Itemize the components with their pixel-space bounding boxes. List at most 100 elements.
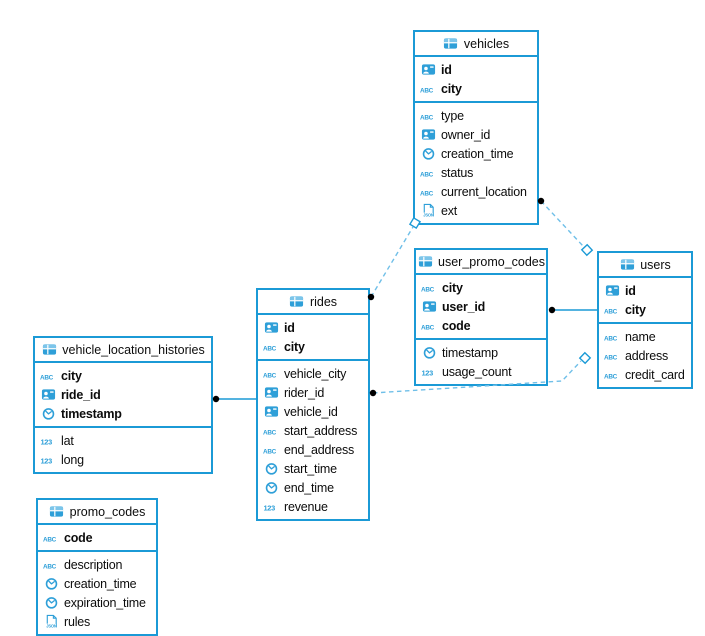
primary-key-row-city[interactable]: ABC city	[599, 300, 691, 319]
number-icon: 123	[40, 433, 56, 449]
table-name: promo_codes	[69, 504, 146, 519]
column-row-start_address[interactable]: ABC start_address	[258, 421, 368, 440]
column-name: rules	[64, 614, 91, 629]
column-row-creation_time[interactable]: creation_time	[38, 574, 156, 593]
column-row-revenue[interactable]: 123 revenue	[258, 497, 368, 516]
primary-key-row-user_id[interactable]: user_id	[416, 297, 546, 316]
column-row-type[interactable]: ABC type	[415, 106, 537, 125]
column-row-name[interactable]: ABC name	[599, 327, 691, 346]
column-name: name	[625, 329, 656, 344]
table-header[interactable]: rides	[258, 290, 368, 315]
column-name: type	[441, 108, 464, 123]
column-name: city	[625, 302, 646, 317]
primary-key-row-city[interactable]: ABC city	[35, 366, 211, 385]
table-icon	[289, 294, 305, 310]
column-row-usage_count[interactable]: 123 usage_count	[416, 362, 546, 381]
column-row-owner_id[interactable]: owner_id	[415, 125, 537, 144]
number-icon: 123	[40, 452, 56, 468]
primary-key-row-id[interactable]: id	[258, 318, 368, 337]
primary-key-row-city[interactable]: ABC city	[416, 278, 546, 297]
svg-text:JSON: JSON	[46, 624, 57, 629]
column-name: usage_count	[442, 364, 512, 379]
table-header[interactable]: users	[599, 253, 691, 278]
column-row-start_time[interactable]: start_time	[258, 459, 368, 478]
column-name: id	[625, 283, 636, 298]
svg-text:ABC: ABC	[43, 536, 57, 543]
table-promo_codes[interactable]: promo_codes ABC code ABC description cre…	[36, 498, 158, 636]
text-icon: ABC	[420, 165, 436, 181]
column-row-timestamp[interactable]: timestamp	[416, 343, 546, 362]
column-name: lat	[61, 433, 74, 448]
primary-key-row-timestamp[interactable]: timestamp	[35, 404, 211, 423]
columns-section: 123 lat 123 long	[35, 428, 211, 472]
column-name: id	[441, 62, 452, 77]
column-row-lat[interactable]: 123 lat	[35, 431, 211, 450]
primary-key-row-city[interactable]: ABC city	[415, 79, 537, 98]
column-row-ext[interactable]: JSON ext	[415, 201, 537, 220]
text-icon: ABC	[263, 366, 279, 382]
table-users[interactable]: users id ABC city ABC name ABC address A…	[597, 251, 693, 389]
column-row-creation_time[interactable]: creation_time	[415, 144, 537, 163]
column-row-expiration_time[interactable]: expiration_time	[38, 593, 156, 612]
column-row-current_location[interactable]: ABC current_location	[415, 182, 537, 201]
primary-key-section: ABC city ride_id timestamp	[35, 363, 211, 428]
primary-key-row-ride_id[interactable]: ride_id	[35, 385, 211, 404]
column-row-end_address[interactable]: ABC end_address	[258, 440, 368, 459]
column-row-description[interactable]: ABC description	[38, 555, 156, 574]
table-rides[interactable]: rides id ABC city ABC vehicle_city rider…	[256, 288, 370, 521]
svg-text:ABC: ABC	[43, 563, 57, 570]
column-name: creation_time	[441, 146, 514, 161]
column-name: long	[61, 452, 84, 467]
timestamp-icon	[43, 595, 59, 611]
primary-key-section: id ABC city	[599, 278, 691, 324]
svg-text:123: 123	[41, 437, 53, 446]
table-icon	[417, 254, 433, 270]
table-header[interactable]: user_promo_codes	[416, 250, 546, 275]
column-name: id	[284, 320, 295, 335]
column-row-long[interactable]: 123 long	[35, 450, 211, 469]
table-header[interactable]: vehicle_location_histories	[35, 338, 211, 363]
timestamp-icon	[43, 576, 59, 592]
column-row-credit_card[interactable]: ABC credit_card	[599, 365, 691, 384]
table-header[interactable]: vehicles	[415, 32, 537, 57]
text-icon: ABC	[604, 302, 620, 318]
columns-section: ABC name ABC address ABC credit_card	[599, 324, 691, 387]
column-row-vehicle_id[interactable]: vehicle_id	[258, 402, 368, 421]
column-name: city	[442, 280, 463, 295]
table-user_promo_codes[interactable]: user_promo_codes ABC city user_id ABC co…	[414, 248, 548, 386]
text-icon: ABC	[43, 557, 59, 573]
svg-text:ABC: ABC	[604, 373, 618, 380]
table-vehicle_location_histories[interactable]: vehicle_location_histories ABC city ride…	[33, 336, 213, 474]
column-name: vehicle_city	[284, 366, 347, 381]
svg-text:ABC: ABC	[604, 354, 618, 361]
uuid-icon	[40, 387, 56, 403]
column-row-address[interactable]: ABC address	[599, 346, 691, 365]
table-vehicles[interactable]: vehicles id ABC city ABC type owner_id c…	[413, 30, 539, 225]
uuid-icon	[604, 283, 620, 299]
primary-key-row-code[interactable]: ABC code	[416, 316, 546, 335]
table-name: vehicle_location_histories	[62, 342, 205, 357]
text-icon: ABC	[263, 442, 279, 458]
column-row-status[interactable]: ABC status	[415, 163, 537, 182]
json-icon: JSON	[420, 203, 436, 219]
column-row-rules[interactable]: JSON rules	[38, 612, 156, 631]
column-row-end_time[interactable]: end_time	[258, 478, 368, 497]
svg-text:ABC: ABC	[604, 335, 618, 342]
primary-key-row-city[interactable]: ABC city	[258, 337, 368, 356]
table-icon	[619, 257, 635, 273]
text-icon: ABC	[604, 329, 620, 345]
json-icon: JSON	[43, 614, 59, 630]
column-name: rider_id	[284, 385, 325, 400]
primary-key-row-id[interactable]: id	[415, 60, 537, 79]
primary-key-row-code[interactable]: ABC code	[38, 528, 156, 547]
column-row-rider_id[interactable]: rider_id	[258, 383, 368, 402]
text-icon: ABC	[421, 318, 437, 334]
number-icon: 123	[263, 499, 279, 515]
table-header[interactable]: promo_codes	[38, 500, 156, 525]
column-row-vehicle_city[interactable]: ABC vehicle_city	[258, 364, 368, 383]
text-icon: ABC	[420, 184, 436, 200]
primary-key-row-id[interactable]: id	[599, 281, 691, 300]
svg-text:ABC: ABC	[263, 372, 277, 379]
